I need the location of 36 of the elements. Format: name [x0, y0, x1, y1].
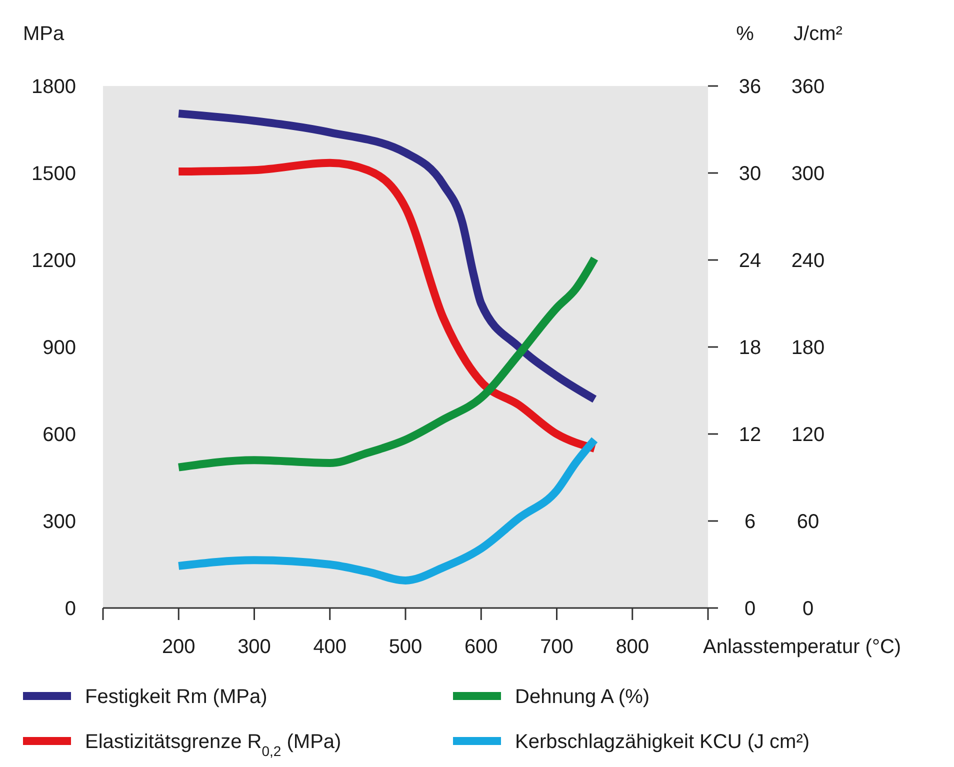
x-tick-label: 800: [616, 636, 650, 658]
y3-tick-label: 120: [791, 424, 825, 446]
y3-tick-label: 300: [791, 163, 825, 185]
y2-tick-label: 12: [738, 424, 762, 446]
y2-tick-label: 36: [738, 76, 762, 98]
y-tick-label: 1500: [32, 163, 76, 185]
y-tick-label: 600: [42, 424, 76, 446]
y-tick-label: 300: [42, 511, 76, 533]
y3-tick-label: 360: [791, 76, 825, 98]
y3-tick-label: 0: [802, 598, 814, 620]
x-tick-label: 700: [540, 636, 574, 658]
y2-tick-label: 18: [738, 337, 762, 359]
legend-label: Dehnung A (%): [515, 686, 650, 708]
y2-tick-label: 24: [738, 250, 762, 272]
x-tick-label: 400: [313, 636, 347, 658]
y3-tick-label: 60: [796, 511, 820, 533]
y2-tick-label: 6: [744, 511, 756, 533]
legend-label: Elastizitätsgrenze R$_{0,2}$ (MPa): [85, 731, 342, 759]
legend-label: Festigkeit Rm (MPa): [85, 686, 268, 708]
y3-axis-title: J/cm²: [794, 23, 843, 45]
x-tick-label: 500: [388, 636, 422, 658]
y-tick-label: 1200: [32, 250, 76, 272]
y-axis-title: MPa: [23, 23, 65, 45]
x-axis-title: Anlasstemperatur (°C): [703, 636, 902, 658]
y3-tick-label: 180: [791, 337, 825, 359]
y3-tick-label: 240: [791, 250, 825, 272]
x-tick-label: 300: [238, 636, 271, 658]
y2-axis-title: %: [736, 23, 754, 45]
y-tick-label: 1800: [32, 76, 76, 98]
y2-tick-label: 30: [738, 163, 762, 185]
y-tick-label: 0: [64, 598, 76, 620]
y-tick-label: 900: [42, 337, 76, 359]
x-tick-label: 200: [162, 636, 196, 658]
y2-tick-label: 0: [744, 598, 756, 620]
legend-label: Kerbschlagzähigkeit KCU (J cm²): [515, 731, 810, 753]
x-tick-label: 600: [464, 636, 498, 658]
